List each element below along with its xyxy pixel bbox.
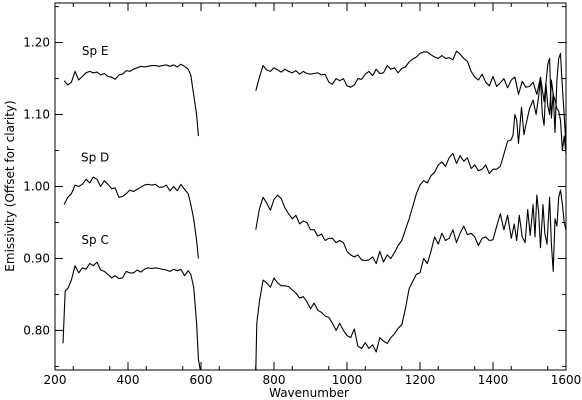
x-tick-label: 400: [117, 373, 140, 387]
x-tick-label: 800: [263, 373, 286, 387]
y-tick-label: 0.80: [23, 323, 50, 337]
annotation-label: Sp E: [82, 44, 109, 58]
x-tick-label: 1200: [405, 373, 436, 387]
x-axis-label: Wavenumber: [269, 386, 349, 400]
x-tick-label: 600: [190, 373, 213, 387]
plot-frame: [54, 2, 567, 371]
series-layer: [62, 50, 567, 371]
y-axis-label: Emissivity (Offset for clarity): [3, 100, 17, 271]
y-tick-label: 0.90: [23, 251, 50, 265]
annotations: Sp E Sp D Sp C: [81, 44, 109, 247]
series-0-line-1: [255, 50, 567, 147]
annotation-label: Sp D: [81, 150, 109, 164]
y-tick-label: 1.00: [23, 180, 50, 194]
y-tick-label: 1.20: [23, 36, 50, 50]
y-tick-label: 1.10: [23, 108, 50, 122]
x-tick-label: 1600: [551, 373, 582, 387]
series-0-line-0: [63, 63, 199, 137]
axes: 200 400 600 800 1000 1200 1400 1600 0.80 0.90 1.00…: [23, 2, 582, 387]
series-1-line-1: [255, 78, 567, 265]
series-2-line-1: [255, 189, 567, 371]
x-tick-label: 1000: [332, 373, 363, 387]
x-tick-label: 200: [44, 373, 67, 387]
x-tick-label: 1400: [478, 373, 509, 387]
annotation-label: Sp C: [81, 233, 108, 247]
series-1-line-0: [63, 176, 199, 259]
series-2-line-0: [62, 261, 201, 371]
